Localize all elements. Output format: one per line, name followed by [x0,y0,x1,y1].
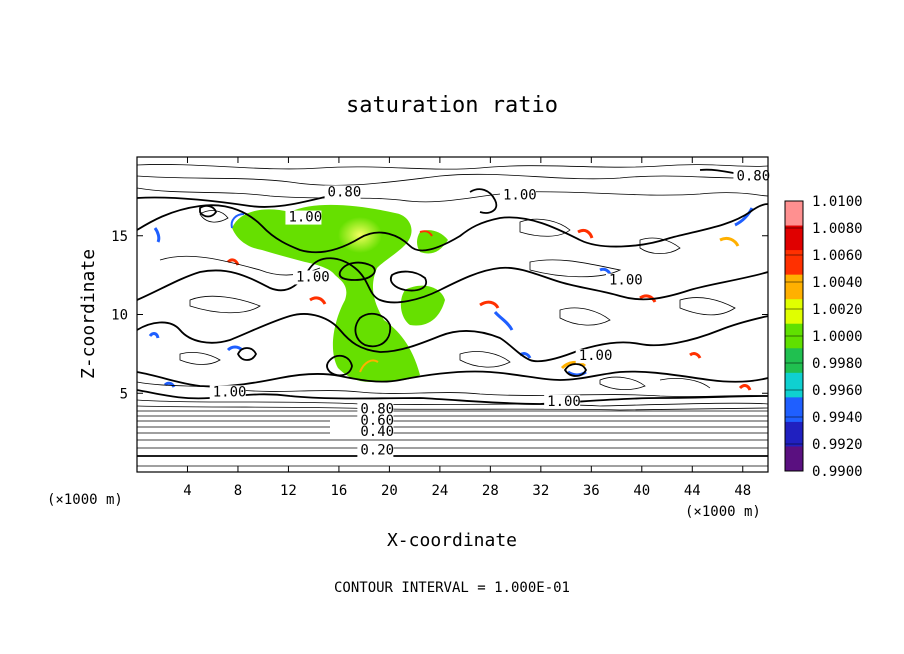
colorbar-swatch [785,348,803,374]
contour-label-bg [285,210,322,225]
colorbar-label: 0.9980 [812,356,863,372]
colorbar-label: 1.0020 [812,302,863,318]
y-tick-label: 10 [111,308,128,324]
contour-label-bg [357,402,394,417]
plot-area [137,157,768,472]
x-axis-label: X-coordinate [387,530,517,551]
contour-label-bg [499,188,536,203]
contour-label: 1.00 [547,394,581,410]
contour-label: 1.00 [213,384,247,400]
x-tick-label: 4 [183,483,191,499]
y-axis: 5 10 15 [111,229,768,402]
colorbar-swatch [785,421,803,447]
colorbar-label: 0.9900 [812,464,863,480]
x-tick-label: 48 [734,483,751,499]
x-tick-label: 40 [633,483,650,499]
contour-label-bg [293,270,330,285]
contour-label-bg [544,394,581,409]
colorbar-swatch [785,201,803,227]
contour-label: 1.00 [579,348,613,364]
contour-labels: 0.80 1.00 0.80 1.00 1.00 1.00 1.00 1.00 1.00 0.80… [209,169,770,459]
contour-label: 1.00 [296,269,330,285]
colorbar-swatch [785,225,803,251]
x-tick-label: 32 [532,483,549,499]
contour-interval-footer: CONTOUR INTERVAL = 1.000E-01 [334,580,570,596]
y-tick-label: 15 [111,229,128,245]
contour-label: 0.40 [360,424,394,440]
contour-label-bg [209,385,246,400]
contour-label: 0.80 [736,169,770,185]
contour-label-bg [733,169,770,184]
contour-label: 0.80 [360,402,394,418]
colorbar-label: 1.0100 [812,194,863,210]
contour-label-bg [605,273,642,288]
colorbar-label: 1.0000 [812,329,863,345]
colorbar-label: 1.0080 [812,221,863,237]
colorbar-label: 0.9920 [812,437,863,453]
contour-label: 0.80 [328,184,362,200]
contour-label-bg [324,185,361,200]
contour-label-bg [357,443,394,458]
contour-label: 1.00 [609,273,643,289]
x-tick-label: 28 [482,483,499,499]
colorbar-swatch [785,372,803,398]
colorbar: 0.9900 0.9920 0.9940 0.9960 0.9980 1.0000 1.00… [784,194,863,480]
contour-label: 0.20 [360,443,394,459]
colorbar-label: 0.9940 [812,410,863,426]
y-axis-label: Z-coordinate [78,249,99,379]
x-tick-label: 16 [330,483,347,499]
x-unit-label-right: (×1000 m) [685,504,761,520]
colorbar-swatch [785,299,803,325]
colorbar-swatch [785,250,803,276]
contour-label-bg [357,413,394,428]
x-tick-label: 8 [234,483,242,499]
colorbar-swatch [785,274,803,300]
colorbar-swatch [785,446,803,472]
x-tick-label: 20 [381,483,398,499]
x-tick-label: 12 [280,483,297,499]
x-axis: 4 8 12 16 20 24 28 32 36 40 44 48 [183,157,751,499]
y-tick-label: 5 [120,386,128,402]
chart-title: saturation ratio [346,93,558,118]
contour-label: 0.60 [360,413,394,429]
colorbar-label: 1.0040 [812,275,863,291]
contour-label: 1.00 [503,188,537,204]
contour-label: 1.00 [288,210,322,226]
colorbar-swatch [785,397,803,423]
colorbar-label: 1.0060 [812,248,863,264]
contour-label-bg [357,424,394,439]
colorbar-label: 0.9960 [812,383,863,399]
x-tick-label: 36 [583,483,600,499]
x-tick-label: 24 [431,483,448,499]
edge-highlights [148,207,754,391]
thin-contours [136,164,769,467]
contour-label-bg [575,349,612,364]
x-tick-label: 44 [684,483,701,499]
x-unit-label-left: (×1000 m) [47,492,123,508]
